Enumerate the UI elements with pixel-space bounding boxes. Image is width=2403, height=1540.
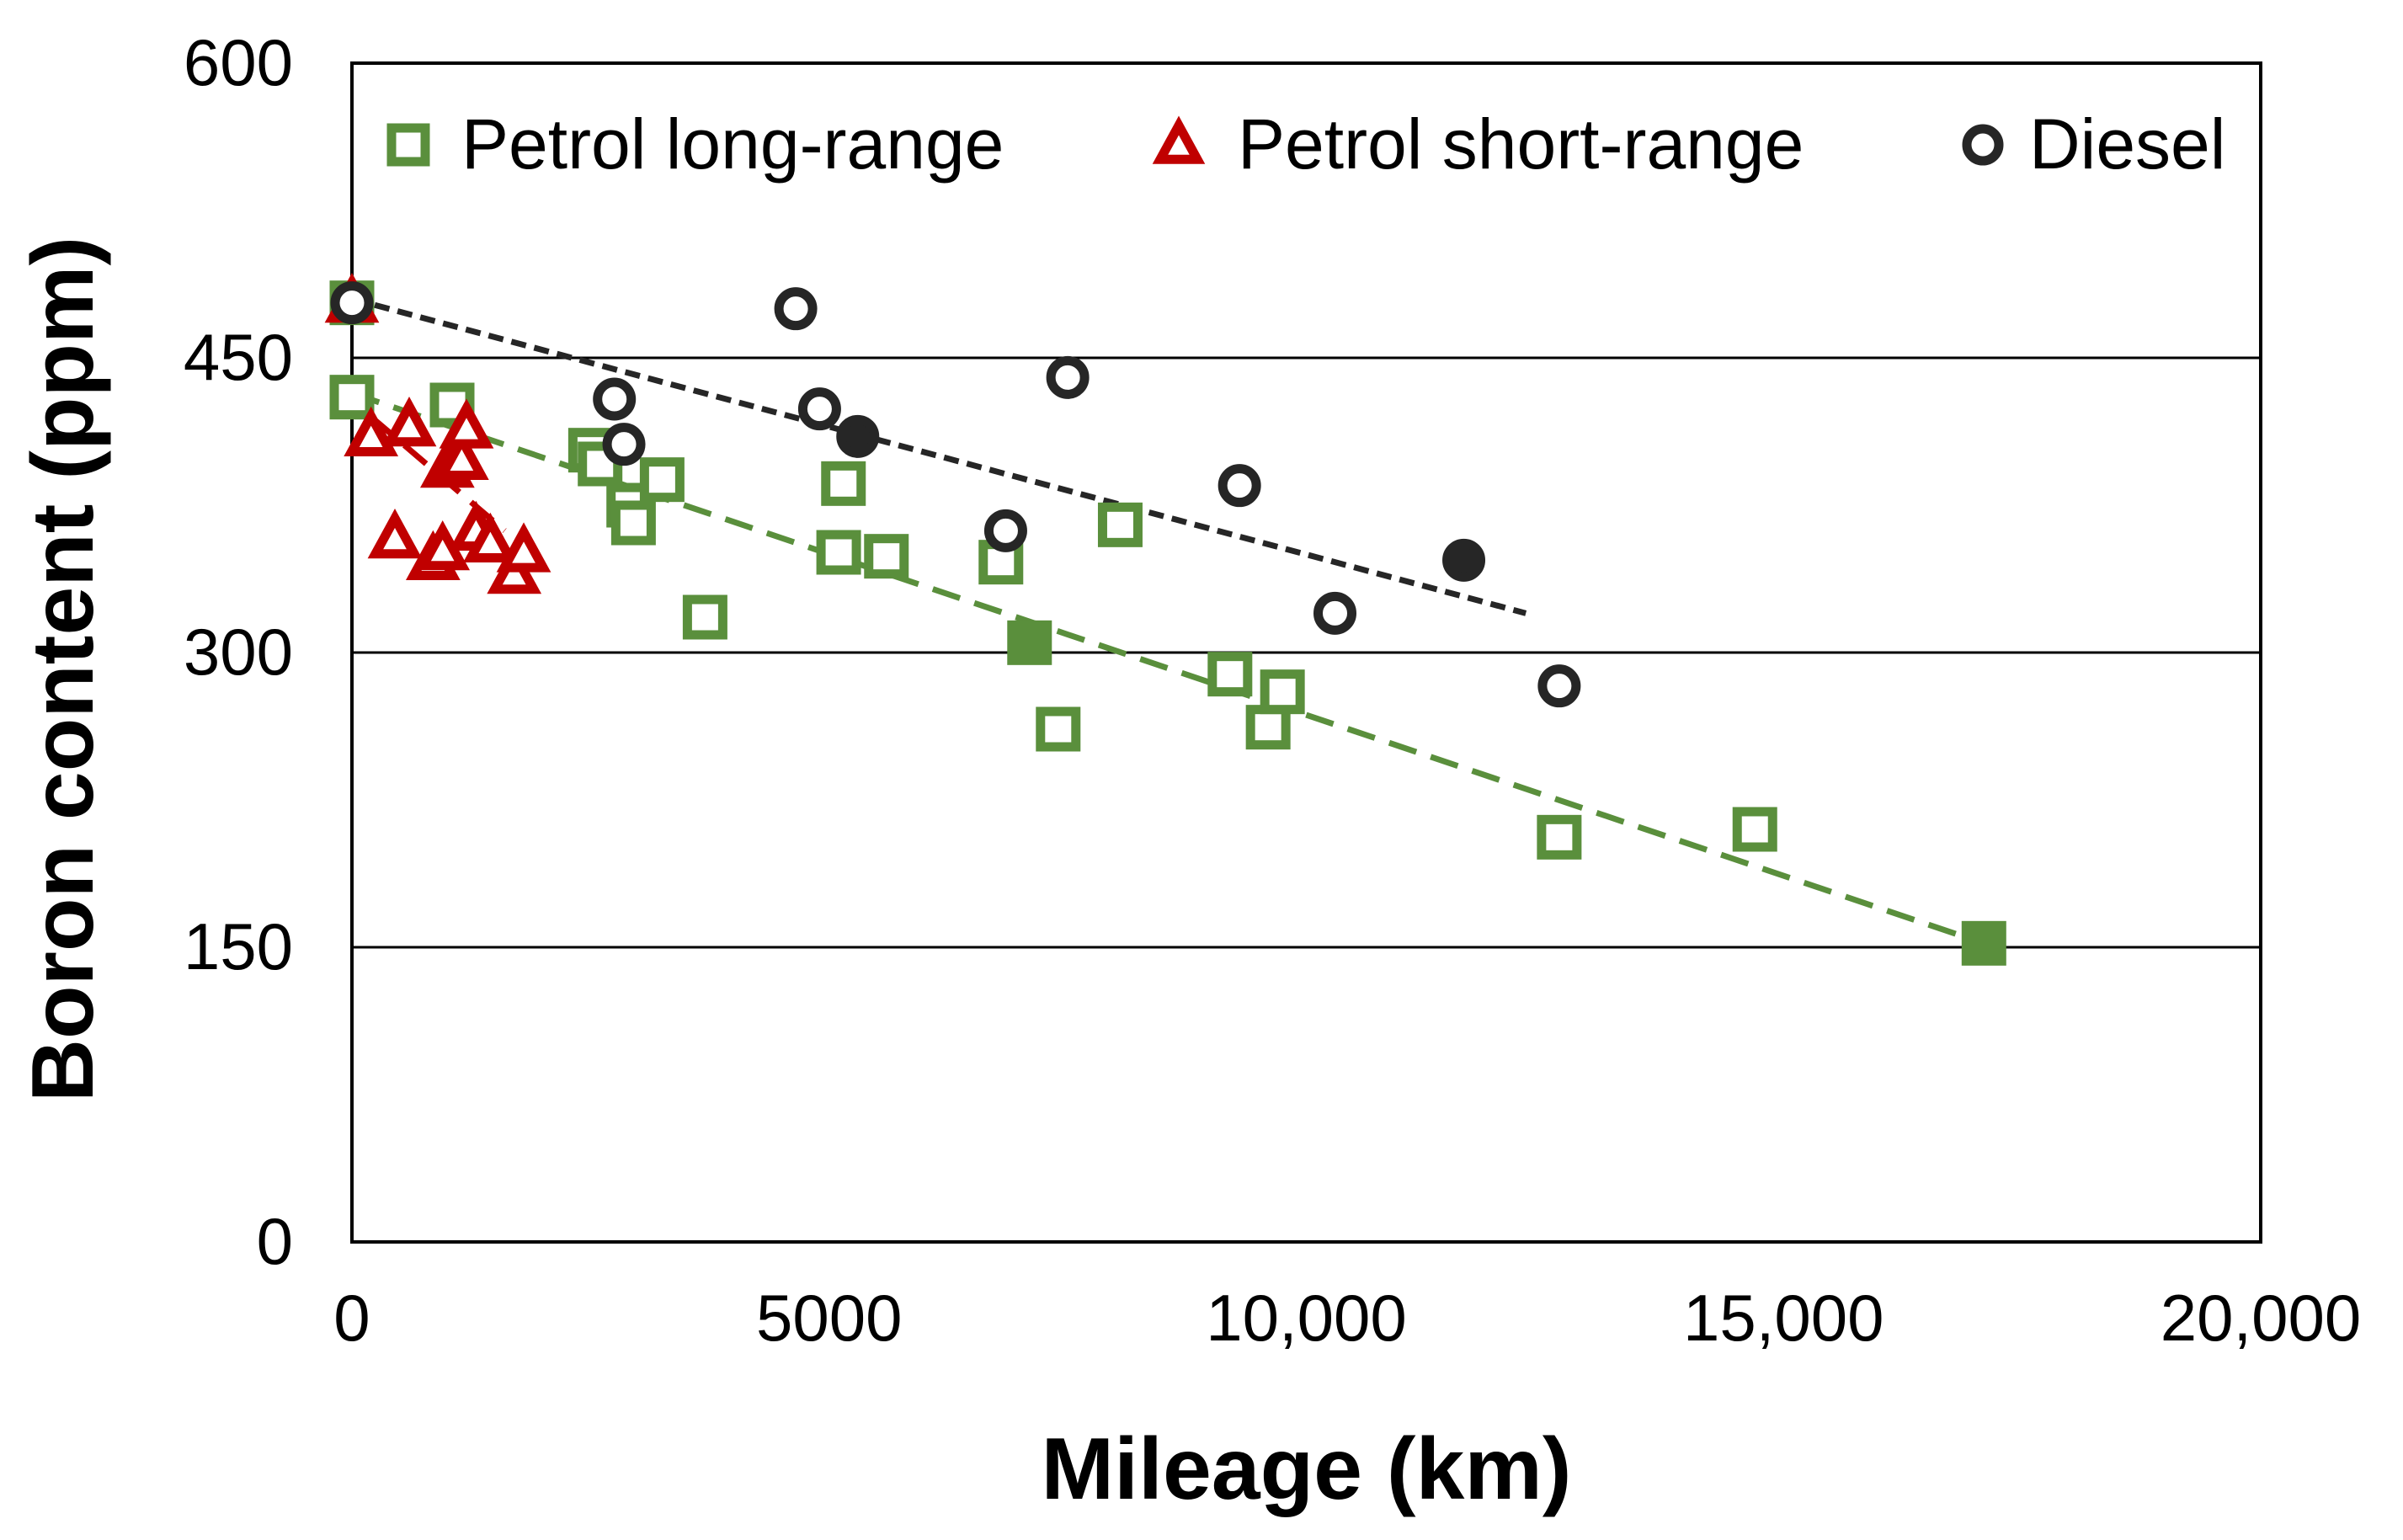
legend-label: Petrol long-range (461, 104, 1004, 184)
legend-marker-triangle (1152, 115, 1206, 164)
data-point-circle (836, 414, 880, 458)
data-point-triangle (434, 429, 489, 480)
data-point-square (682, 594, 727, 640)
x-tick-label: 0 (333, 1281, 370, 1355)
data-point-square (821, 461, 866, 506)
plot-area-frame (350, 61, 2262, 1244)
data-point-square (864, 534, 909, 579)
x-tick-label: 15,000 (1683, 1281, 1884, 1355)
data-point-circle (983, 509, 1027, 552)
data-point-square (1097, 502, 1143, 547)
legend-item: Petrol short-range (1152, 104, 1804, 184)
x-tick-label: 20,000 (2161, 1281, 2362, 1355)
legend: Petrol long-range Petrol short-range Diese… (386, 104, 2225, 184)
data-point-square (1961, 920, 2006, 966)
y-tick-label: 150 (184, 909, 293, 983)
data-point-triangle (439, 398, 494, 449)
data-point-circle (1537, 664, 1581, 708)
data-points (324, 273, 2006, 966)
x-tick-label: 5000 (756, 1281, 903, 1355)
data-point-triangle (496, 522, 551, 573)
y-tick-label: 300 (184, 615, 293, 689)
data-point-square (1036, 706, 1081, 752)
data-point-triangle (344, 406, 399, 456)
legend-marker-circle (1962, 124, 2004, 166)
data-point-square (639, 457, 685, 503)
data-point-triangle (367, 509, 423, 559)
legend-label: Diesel (2029, 104, 2225, 184)
data-point-square (1732, 807, 1777, 852)
data-point-square (1207, 652, 1253, 697)
data-point-circle (1046, 355, 1090, 399)
y-tick-label: 600 (184, 25, 293, 99)
data-point-circle (602, 423, 646, 466)
data-point-circle (1313, 591, 1357, 635)
data-point-square (816, 530, 861, 575)
data-point-square (329, 375, 375, 420)
x-tick-label: 10,000 (1206, 1281, 1407, 1355)
data-point-square (1007, 620, 1052, 665)
y-tick-label: 0 (257, 1204, 293, 1278)
y-tick-label: 450 (184, 320, 293, 394)
data-point-circle (797, 387, 841, 431)
x-axis-title: Mileage (km) (1042, 1420, 1572, 1518)
trendline (351, 296, 1527, 616)
data-point-square (610, 500, 656, 546)
y-axis-ticks: 0 150 300 450 600 (184, 25, 293, 1278)
data-point-circle (593, 377, 637, 421)
data-point-square (1537, 814, 1582, 860)
legend-label: Petrol short-range (1238, 104, 1804, 184)
data-point-circle (330, 281, 374, 325)
data-point-circle (774, 287, 818, 331)
data-point-triangle (462, 512, 518, 562)
legend-item: Petrol long-range (386, 104, 1004, 184)
data-point-circle (1442, 538, 1486, 582)
data-point-square (1245, 705, 1291, 750)
x-axis-ticks: 0 5000 10,000 15,000 20,000 (333, 1281, 2361, 1355)
grid-lines (352, 356, 2261, 949)
y-axis-title: Boron content (ppm) (14, 237, 112, 1102)
data-point-triangle (381, 397, 437, 447)
legend-item: Diesel (1962, 104, 2225, 184)
data-point-circle (1217, 464, 1261, 508)
legend-marker-square (386, 123, 430, 167)
data-point-square (1260, 669, 1305, 715)
